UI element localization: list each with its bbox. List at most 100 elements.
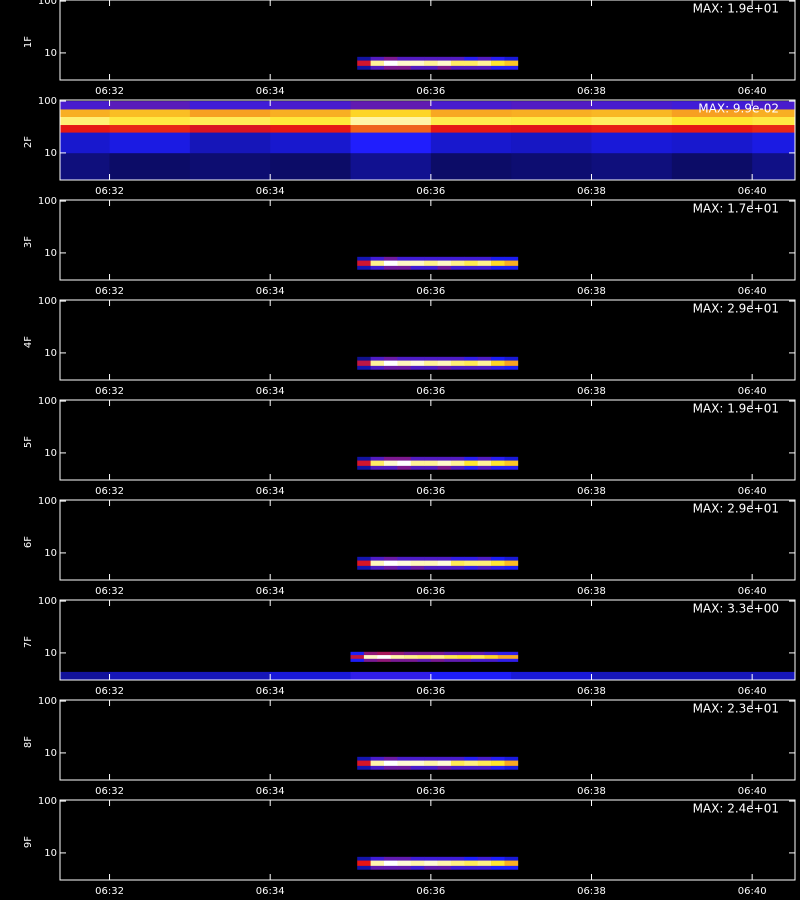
heatmap-cell [464, 760, 479, 766]
heatmap-cell [270, 671, 351, 681]
x-tick-label: 06:34 [256, 186, 285, 197]
heatmap-cell [450, 760, 465, 766]
heatmap-cell [491, 60, 505, 66]
heatmap-cell [189, 101, 271, 110]
heatmap-cell [404, 651, 418, 656]
x-tick-label: 06:34 [256, 786, 285, 797]
heatmap-cell [424, 360, 438, 366]
max-annotation: MAX: 2.4e+01 [693, 802, 779, 816]
heatmap-cell [350, 124, 432, 133]
heatmap-cell [397, 760, 412, 766]
heatmap-cell [109, 101, 191, 110]
heatmap-cell [363, 654, 378, 659]
heatmap-cell [511, 124, 592, 133]
x-tick-label: 06:40 [738, 786, 767, 797]
heatmap-cell [424, 60, 438, 66]
heatmap-cell [752, 671, 796, 681]
x-tick-label: 06:40 [738, 586, 767, 597]
x-tick-label: 06:34 [256, 586, 285, 597]
heatmap-cell [437, 65, 452, 70]
x-tick-label: 06:38 [577, 286, 606, 297]
heatmap-cell [504, 865, 519, 870]
y-axis-label: 5F [23, 436, 34, 448]
heatmap-cell [752, 132, 796, 154]
heatmap-cell [504, 856, 519, 861]
heatmap-cell [410, 256, 425, 261]
heatmap-cell [437, 360, 452, 366]
heatmap-cell [464, 65, 479, 70]
heatmap-cell [464, 856, 479, 861]
heatmap-cell [491, 465, 505, 470]
heatmap-cell [397, 56, 412, 61]
heatmap-cell [370, 860, 385, 866]
heatmap-cell [357, 360, 371, 366]
heatmap-cell [464, 56, 479, 61]
heatmap-cell [383, 356, 398, 361]
heatmap-cell [404, 658, 418, 662]
heatmap-cell [383, 56, 398, 61]
heatmap-cell [350, 671, 432, 681]
heatmap-cell [591, 124, 673, 133]
heatmap-cell [377, 654, 391, 659]
heatmap-cell [430, 658, 445, 662]
y-tick-label: 100 [38, 0, 57, 7]
heatmap-cell [504, 265, 519, 270]
x-tick-label: 06:38 [577, 386, 606, 397]
heatmap-cell [511, 101, 592, 110]
heatmap-cell [504, 260, 519, 266]
heatmap-cell [370, 565, 385, 570]
heatmap-cell [383, 60, 398, 66]
heatmap-cell [464, 556, 479, 561]
heatmap-cell [450, 356, 465, 361]
heatmap-cell [370, 60, 385, 66]
heatmap-cell [383, 456, 398, 461]
y-tick-label: 100 [38, 696, 57, 707]
heatmap-cell [410, 765, 425, 770]
y-tick-label: 100 [38, 496, 57, 507]
x-tick-label: 06:40 [738, 886, 767, 897]
heatmap-cell [430, 124, 512, 133]
max-annotation: MAX: 2.3e+01 [693, 702, 779, 716]
heatmap-cell [671, 671, 753, 681]
heatmap-cell [497, 651, 519, 656]
heatmap-cell [397, 65, 412, 70]
heatmap-cell [383, 65, 398, 70]
heatmap-cell [270, 101, 351, 110]
heatmap-cell [491, 556, 505, 561]
heatmap-cell [450, 256, 465, 261]
heatmap-cell [437, 56, 452, 61]
x-tick-label: 06:40 [738, 686, 767, 697]
heatmap-cell [464, 260, 479, 266]
heatmap-cell [397, 756, 412, 761]
heatmap-cell [450, 465, 465, 470]
heatmap-cell [504, 565, 519, 570]
heatmap-cell [437, 460, 452, 466]
plot-frame [59, 99, 796, 181]
heatmap-cell [370, 260, 385, 266]
heatmap-cell [357, 756, 371, 761]
heatmap-cell [444, 654, 458, 659]
heatmap-cell [504, 56, 519, 61]
heatmap-cell [464, 356, 479, 361]
x-tick-label: 06:32 [95, 786, 124, 797]
heatmap-cell [437, 760, 452, 766]
x-tick-label: 06:34 [256, 86, 285, 97]
heatmap-cell [424, 260, 438, 266]
heatmap-cell [591, 671, 673, 681]
heatmap-cell [504, 460, 519, 466]
heatmap-cell [370, 365, 385, 370]
heatmap-cell [270, 109, 351, 117]
heatmap-cell [370, 256, 385, 261]
heatmap-cell [397, 60, 412, 66]
heatmap-cell [491, 760, 505, 766]
heatmap-cell [109, 124, 191, 133]
heatmap-cell [390, 658, 405, 662]
heatmap-cell [189, 152, 271, 181]
heatmap-cell [477, 856, 492, 861]
heatmap-cell [357, 556, 371, 561]
heatmap-cell [377, 658, 391, 662]
heatmap-cell [397, 865, 412, 870]
heatmap-cell [511, 132, 592, 154]
heatmap-cell [350, 651, 365, 656]
heatmap-cell [450, 865, 465, 870]
